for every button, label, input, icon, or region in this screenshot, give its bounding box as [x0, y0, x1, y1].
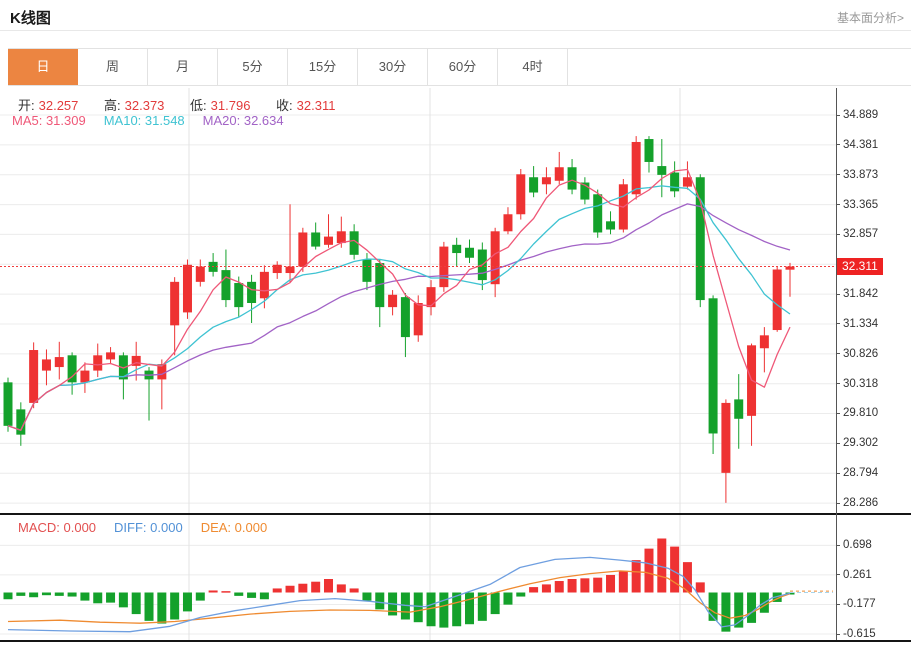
- ma-item-ma10: MA10: 31.548: [103, 113, 185, 128]
- y-tick-mark: [836, 412, 840, 414]
- fundamental-analysis-link[interactable]: 基本面分析>: [836, 11, 904, 25]
- y-axis-label: 33.365: [843, 198, 879, 211]
- ma-legend: MA5: 31.309 MA10: 31.548 MA20: 32.634: [12, 113, 302, 128]
- ma-item-ma5: MA5: 31.309: [12, 113, 86, 128]
- y-tick-mark: [836, 353, 840, 355]
- y-tick-mark: [836, 174, 840, 176]
- macd-chart-canvas[interactable]: [0, 515, 850, 640]
- tab-周[interactable]: 周: [78, 49, 148, 85]
- y-axis-label: 28.286: [843, 497, 879, 510]
- candlestick-chart-canvas[interactable]: [0, 88, 836, 513]
- ma-item-ma20: MA20: 32.634: [202, 113, 284, 128]
- page-header: K线图 基本面分析>: [0, 0, 911, 31]
- y-tick-mark: [836, 323, 840, 325]
- tab-15分[interactable]: 15分: [288, 49, 358, 85]
- current-price-badge: 32.311: [837, 257, 883, 275]
- tab-5分[interactable]: 5分: [218, 49, 288, 85]
- tab-4时[interactable]: 4时: [498, 49, 568, 85]
- y-axis-label: 29.302: [843, 437, 879, 450]
- y-axis-label: 31.334: [843, 317, 879, 330]
- y-axis-label: 28.794: [843, 467, 879, 480]
- macd-axis-label: 0.698: [843, 539, 872, 552]
- close-label: 收:: [276, 98, 293, 113]
- macd-tick-mark: [836, 574, 840, 576]
- interval-tabbar: 日周月 5分 15分 30分 60分 4时: [8, 48, 911, 86]
- y-tick-mark: [836, 472, 840, 474]
- macd-tick-mark: [836, 633, 840, 635]
- y-axis-label: 30.318: [843, 377, 879, 390]
- low-label: 低:: [190, 98, 207, 113]
- high-label: 高:: [104, 98, 121, 113]
- y-tick-mark: [836, 233, 840, 235]
- low-value: 31.796: [210, 98, 251, 113]
- tab-日[interactable]: 日: [8, 49, 78, 85]
- y-axis-label: 34.889: [843, 109, 879, 121]
- y-tick-mark: [836, 144, 840, 146]
- y-tick-mark: [836, 204, 840, 206]
- y-tick-mark: [836, 442, 840, 444]
- macd-item-macd: MACD: 0.000: [18, 520, 97, 535]
- y-tick-mark: [836, 502, 840, 504]
- y-tick-mark: [836, 383, 840, 385]
- macd-item-dea: DEA: 0.000: [200, 520, 268, 535]
- high-value: 32.373: [124, 98, 165, 113]
- macd-axis-label: -0.615: [843, 628, 876, 640]
- tab-月[interactable]: 月: [148, 49, 218, 85]
- tab-60分[interactable]: 60分: [428, 49, 498, 85]
- close-value: 32.311: [296, 98, 336, 113]
- y-axis-label: 29.810: [843, 407, 879, 420]
- y-axis-label: 33.873: [843, 168, 879, 181]
- y-axis-label: 32.857: [843, 228, 879, 241]
- macd-legend: MACD: 0.000 DIFF: 0.000 DEA: 0.000: [18, 520, 285, 535]
- y-axis-label: 31.842: [843, 288, 879, 301]
- macd-panel: MACD: 0.000 DIFF: 0.000 DEA: 0.000: [0, 513, 911, 642]
- macd-tick-mark: [836, 544, 840, 546]
- chart-area: 开: 32.257 高: 32.373 低: 31.796 收: 32.311 MA5:…: [0, 88, 911, 642]
- y-tick-mark: [836, 114, 840, 116]
- page-title: K线图: [10, 10, 51, 27]
- macd-axis-label: 0.261: [843, 568, 872, 581]
- open-value: 32.257: [38, 98, 79, 113]
- open-label: 开:: [18, 98, 35, 113]
- macd-axis-label: -0.177: [843, 598, 876, 611]
- y-axis-label: 34.381: [843, 138, 879, 151]
- macd-item-diff: DIFF: 0.000: [114, 520, 183, 535]
- ohlc-readout: 开: 32.257 高: 32.373 低: 31.796 收: 32.311: [18, 95, 339, 114]
- tab-30分[interactable]: 30分: [358, 49, 428, 85]
- y-tick-mark: [836, 293, 840, 295]
- macd-tick-mark: [836, 603, 840, 605]
- axis-line: [836, 88, 837, 640]
- y-axis-label: 30.826: [843, 347, 879, 360]
